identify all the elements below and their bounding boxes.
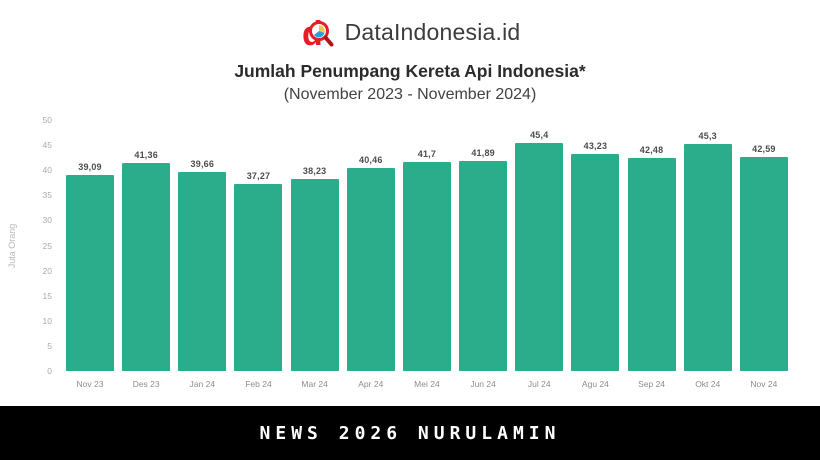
y-tick-label: 15 — [42, 290, 52, 301]
y-tick-label: 10 — [42, 315, 52, 326]
y-tick-label: 40 — [42, 165, 52, 176]
x-tick-label: Agu 24 — [581, 379, 609, 389]
bar-value-label: 42,59 — [752, 144, 776, 155]
bar-value-label: 42,48 — [639, 144, 664, 155]
bar-cell: 43,23 — [567, 141, 623, 371]
brand: d DataIndonesia.id — [0, 12, 820, 52]
x-axis-labels: Nov 23 Des 23 Jan 24 Feb 24 Mar 24 Apr 24 Mei … — [62, 379, 792, 389]
x-tick-label: Apr 24 — [358, 379, 384, 389]
bar — [346, 167, 395, 371]
bar-cell: 37,27 — [230, 171, 286, 371]
y-tick-label: 35 — [42, 190, 52, 201]
x-tick-label: Mei 24 — [414, 379, 440, 389]
y-tick-label: 30 — [42, 215, 52, 226]
plot-area: Juta Orang 0 5 10 15 20 25 30 35 40 45 50 39,09 41,3… — [7, 115, 792, 376]
bar-cell: 41,36 — [118, 150, 174, 371]
y-tick-label: 25 — [42, 240, 52, 251]
bar-value-label: 38,23 — [302, 166, 327, 177]
bar — [402, 161, 451, 371]
x-tick-label: Mar 24 — [301, 379, 328, 389]
x-tick-label: Sep 24 — [638, 379, 666, 389]
footer-text: NEWS 2026 NURULAMIN — [259, 422, 561, 444]
bar — [571, 154, 620, 371]
bar-cell: 41,7 — [399, 149, 455, 371]
x-tick-label: Okt 24 — [695, 379, 721, 389]
bar-value-label: 37,27 — [246, 170, 271, 181]
magnifier-d-logo-icon: d — [302, 15, 334, 50]
bar-value-label: 40,46 — [359, 154, 383, 165]
bar-cell: 42,48 — [624, 145, 680, 371]
x-tick-label: Feb 24 — [245, 379, 272, 389]
page-subtitle: (November 2023 - November 2024) — [283, 86, 537, 103]
bar — [122, 163, 171, 371]
x-tick-label: Des 23 — [132, 379, 160, 389]
y-tick-label: 50 — [42, 115, 52, 125]
bar-cell: 42,59 — [736, 144, 792, 371]
y-tick-label: 45 — [42, 140, 52, 151]
bar-cell: 38,23 — [287, 166, 343, 371]
x-tick-label: Nov 23 — [76, 379, 104, 389]
bar-cell: 45,3 — [680, 131, 736, 371]
x-tick-label: Jul 24 — [527, 379, 551, 389]
x-tick-label: Jan 24 — [189, 379, 216, 389]
bar — [66, 174, 114, 371]
x-tick-label: Jun 24 — [470, 379, 496, 389]
bar — [627, 157, 676, 371]
bar — [739, 157, 788, 371]
y-tick-label: 5 — [47, 340, 52, 351]
bar-value-label: 39,66 — [190, 158, 215, 169]
brand-name: DataIndonesia.id — [344, 18, 521, 45]
bar-cell: 39,66 — [174, 159, 230, 371]
y-tick-label: 20 — [42, 265, 52, 276]
bar — [178, 171, 227, 371]
bar — [459, 160, 508, 371]
bar — [683, 143, 732, 371]
footer-banner: NEWS 2026 NURULAMIN — [0, 406, 820, 460]
header: d DataIndonesia.id Jumlah Penumpang Kere… — [0, 0, 820, 104]
bar-value-label: 43,23 — [583, 141, 608, 151]
bar-value-label: 45,4 — [530, 130, 549, 141]
bar-value-label: 39,09 — [78, 161, 102, 172]
bar-chart: Juta Orang 0 5 10 15 20 25 30 35 40 45 50 39,09 41,3… — [7, 115, 792, 389]
bar-value-label: 41,36 — [134, 150, 158, 161]
bar-value-label: 41,89 — [471, 147, 495, 158]
bar-cell: 45,4 — [511, 130, 567, 371]
y-axis-title: Juta Orang — [7, 223, 17, 268]
bar-cell: 40,46 — [343, 155, 399, 371]
bar — [290, 179, 339, 371]
bar-value-label: 41,7 — [417, 148, 437, 159]
page-title: Jumlah Penumpang Kereta Api Indonesia* — [234, 61, 586, 81]
bar-cell: 39,09 — [62, 162, 118, 371]
y-tick-label: 0 — [47, 366, 52, 376]
bar — [515, 143, 564, 371]
bar-value-label: 45,3 — [698, 130, 717, 141]
x-tick-label: Nov 24 — [750, 379, 778, 389]
bar — [234, 183, 283, 371]
bar-cell: 41,89 — [455, 148, 511, 371]
